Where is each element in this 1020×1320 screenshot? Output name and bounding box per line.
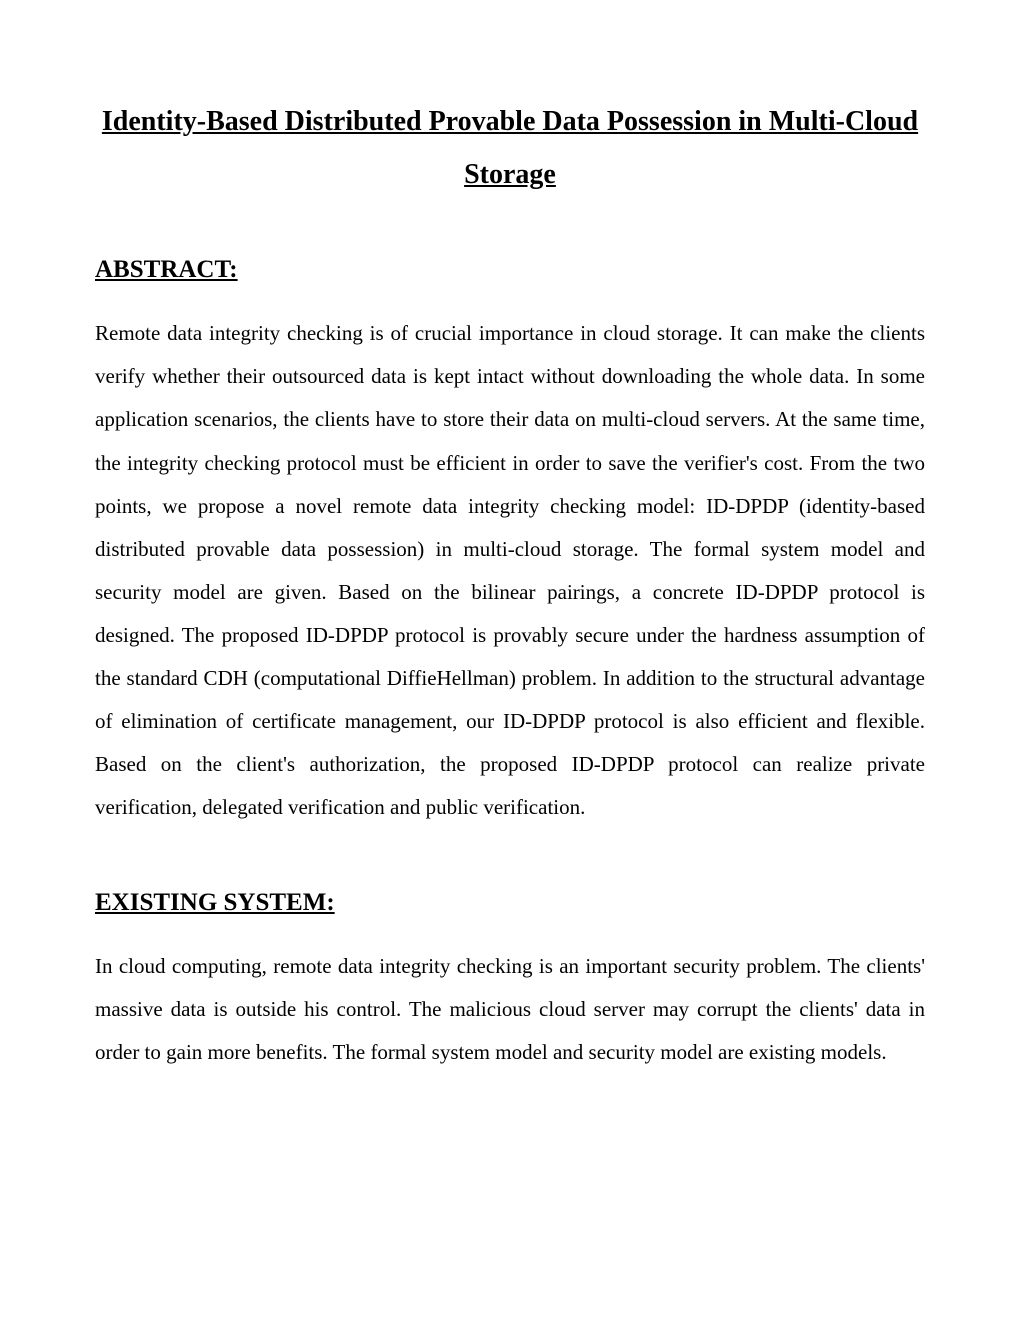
- section-heading-abstract: ABSTRACT:: [95, 256, 925, 284]
- section-body-existing-system: In cloud computing, remote data integrit…: [95, 945, 925, 1074]
- section-body-abstract: Remote data integrity checking is of cru…: [95, 312, 925, 829]
- section-heading-existing-system: EXISTING SYSTEM:: [95, 889, 925, 917]
- document-title: Identity-Based Distributed Provable Data…: [95, 95, 925, 201]
